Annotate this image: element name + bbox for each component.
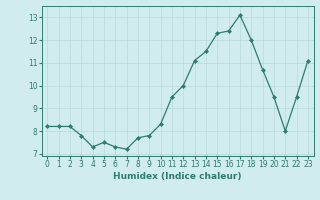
X-axis label: Humidex (Indice chaleur): Humidex (Indice chaleur) xyxy=(113,172,242,181)
